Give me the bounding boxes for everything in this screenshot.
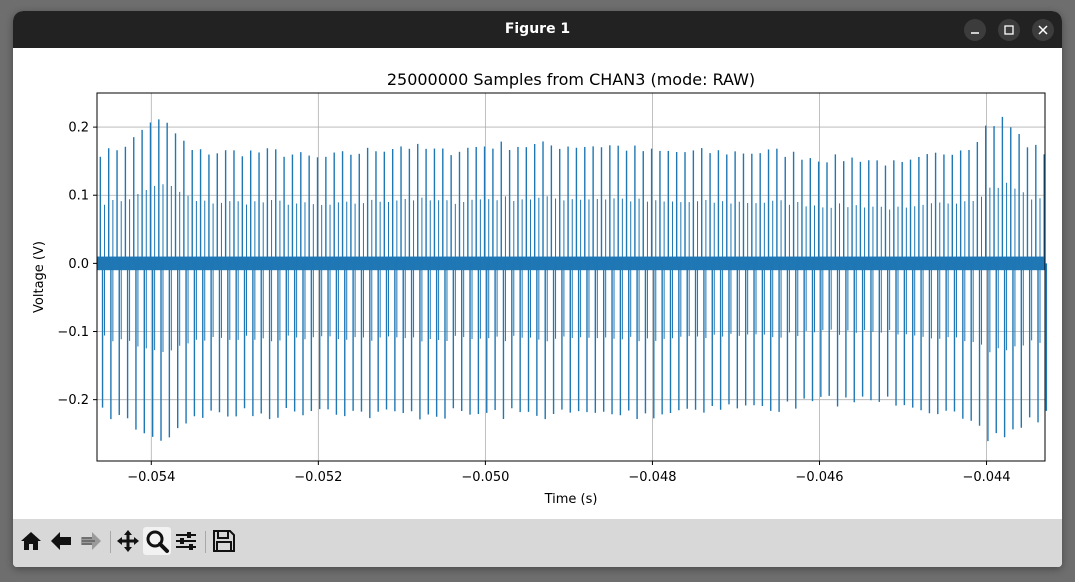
data-series bbox=[97, 116, 1048, 442]
zoom-button[interactable] bbox=[143, 527, 171, 555]
forward-button[interactable] bbox=[77, 527, 105, 555]
home-button[interactable] bbox=[17, 527, 45, 555]
y-tick-label: 0.1 bbox=[68, 189, 89, 204]
grid-lines bbox=[97, 93, 1045, 461]
x-tick-label: −0.052 bbox=[294, 470, 342, 485]
chart[interactable]: −0.054 −0.052 −0.050 −0.048 −0.046 −0.044 0.2 0… bbox=[13, 48, 1062, 519]
home-icon bbox=[21, 532, 41, 550]
navigation-toolbar bbox=[13, 519, 1062, 567]
toolbar-separator bbox=[110, 531, 111, 553]
minimize-button[interactable] bbox=[964, 19, 986, 41]
x-tick-label: −0.050 bbox=[461, 470, 509, 485]
x-axis-label: Time (s) bbox=[544, 492, 598, 507]
x-tick-label: −0.054 bbox=[127, 470, 175, 485]
maximize-icon bbox=[1004, 25, 1014, 35]
configure-button[interactable] bbox=[172, 527, 200, 555]
toolbar-separator bbox=[205, 531, 206, 553]
y-tick-label: −0.2 bbox=[57, 393, 89, 408]
minimize-icon bbox=[971, 32, 979, 34]
y-tick-label: 0.2 bbox=[68, 121, 89, 136]
save-button[interactable] bbox=[210, 527, 238, 555]
magnifier-icon bbox=[146, 530, 169, 553]
title-bar[interactable]: Figure 1 bbox=[13, 11, 1062, 48]
maximize-button[interactable] bbox=[998, 19, 1020, 41]
x-tick-label: −0.046 bbox=[795, 470, 843, 485]
plot-area[interactable]: −0.054 −0.052 −0.050 −0.048 −0.046 −0.044 0.2 0… bbox=[13, 48, 1062, 519]
chart-title: 25000000 Samples from CHAN3 (mode: RAW) bbox=[387, 70, 755, 89]
close-icon bbox=[1038, 25, 1048, 35]
x-tick-label: −0.048 bbox=[628, 470, 676, 485]
back-button[interactable] bbox=[47, 527, 75, 555]
arrow-left-icon bbox=[51, 532, 71, 550]
arrow-right-icon bbox=[81, 532, 101, 550]
tick-marks: −0.054 −0.052 −0.050 −0.048 −0.046 −0.044 0.2 0… bbox=[57, 121, 1010, 485]
y-tick-label: −0.1 bbox=[57, 325, 89, 340]
close-button[interactable] bbox=[1032, 19, 1054, 41]
move-icon bbox=[117, 530, 139, 552]
y-tick-label: 0.0 bbox=[68, 257, 89, 272]
pan-button[interactable] bbox=[114, 527, 142, 555]
figure-window: Figure 1 −0.054 −0.052 −0.050 −0.048 −0.046−… bbox=[13, 11, 1062, 567]
y-axis-label: Voltage (V) bbox=[32, 241, 47, 313]
sliders-icon bbox=[176, 532, 196, 550]
window-title: Figure 1 bbox=[504, 21, 571, 37]
floppy-icon bbox=[213, 530, 235, 552]
axes-frame bbox=[96, 92, 1046, 462]
x-tick-label: −0.044 bbox=[962, 470, 1010, 485]
